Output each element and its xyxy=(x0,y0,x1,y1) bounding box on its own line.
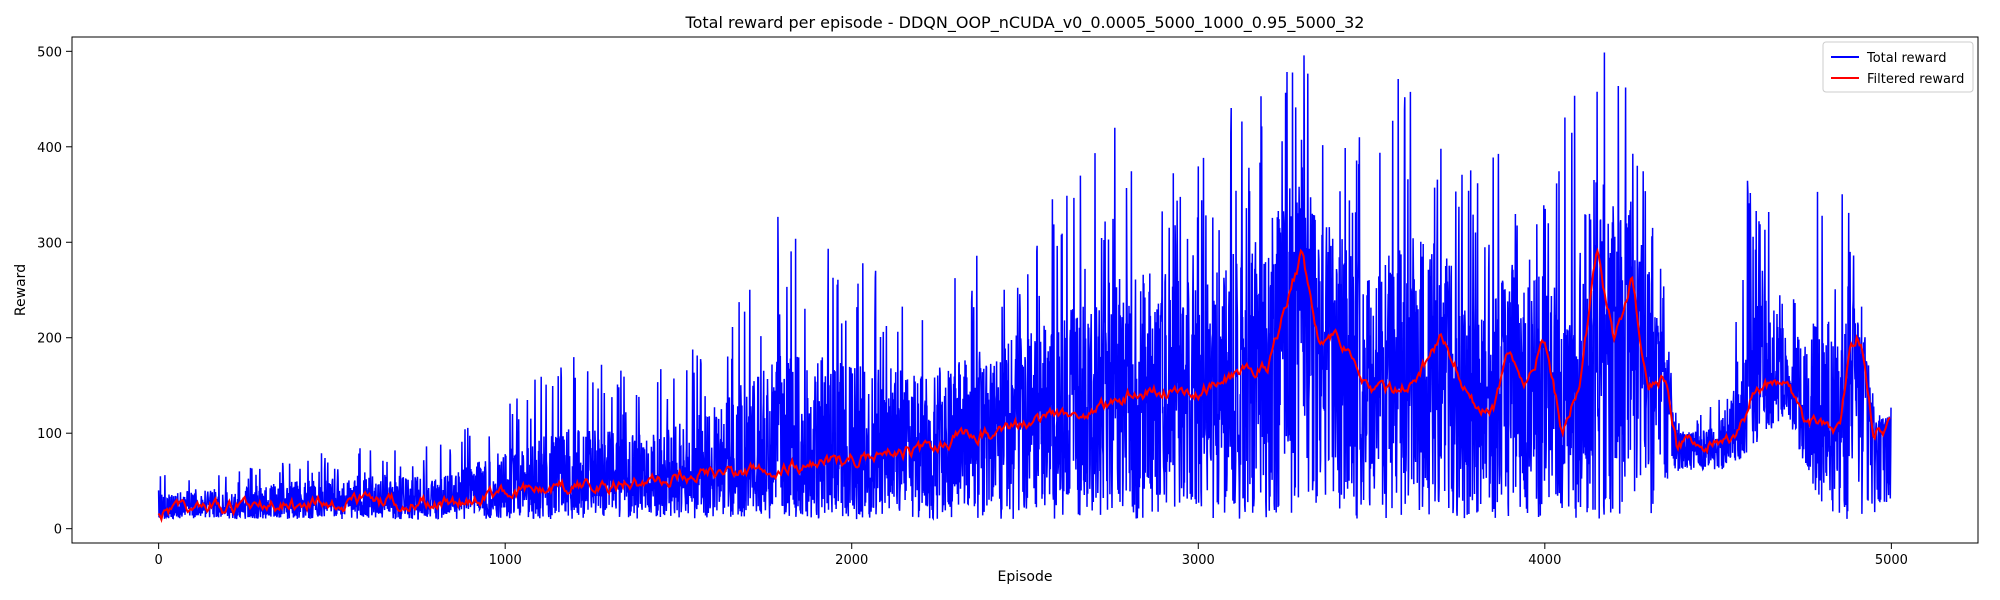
plot-frame xyxy=(71,36,1979,544)
series-filtered-reward-line xyxy=(157,247,1891,524)
chart-title: Total reward per episode - DDQN_OOP_nCUD… xyxy=(685,13,1365,33)
legend-label: Filtered reward xyxy=(1867,72,1964,87)
legend-label: Total reward xyxy=(1866,51,1947,66)
y-tick-label: 500 xyxy=(37,45,62,60)
x-tick-label: 4000 xyxy=(1528,553,1561,568)
y-tick-label: 300 xyxy=(37,236,62,251)
y-tick-label: 400 xyxy=(37,141,62,156)
x-tick-label: 1000 xyxy=(489,553,522,568)
y-tick-label: 100 xyxy=(37,427,62,442)
y-axis-label: Reward xyxy=(13,264,29,316)
x-axis-label: Episode xyxy=(998,569,1053,585)
x-tick-label: 2000 xyxy=(835,553,868,568)
y-tick-label: 200 xyxy=(37,332,62,347)
y-axis: 0 100 200 300 400 500 xyxy=(37,45,72,538)
y-tick-label: 0 xyxy=(54,523,62,538)
legend-box xyxy=(1822,41,1974,93)
x-tick-label: 5000 xyxy=(1875,553,1908,568)
plot-area xyxy=(157,52,1892,524)
x-tick-label: 0 xyxy=(154,553,162,568)
x-axis: 0 1000 2000 3000 4000 5000 xyxy=(154,543,1908,568)
x-tick-label: 3000 xyxy=(1182,553,1215,568)
legend: Total reward Filtered reward xyxy=(1822,41,1974,93)
